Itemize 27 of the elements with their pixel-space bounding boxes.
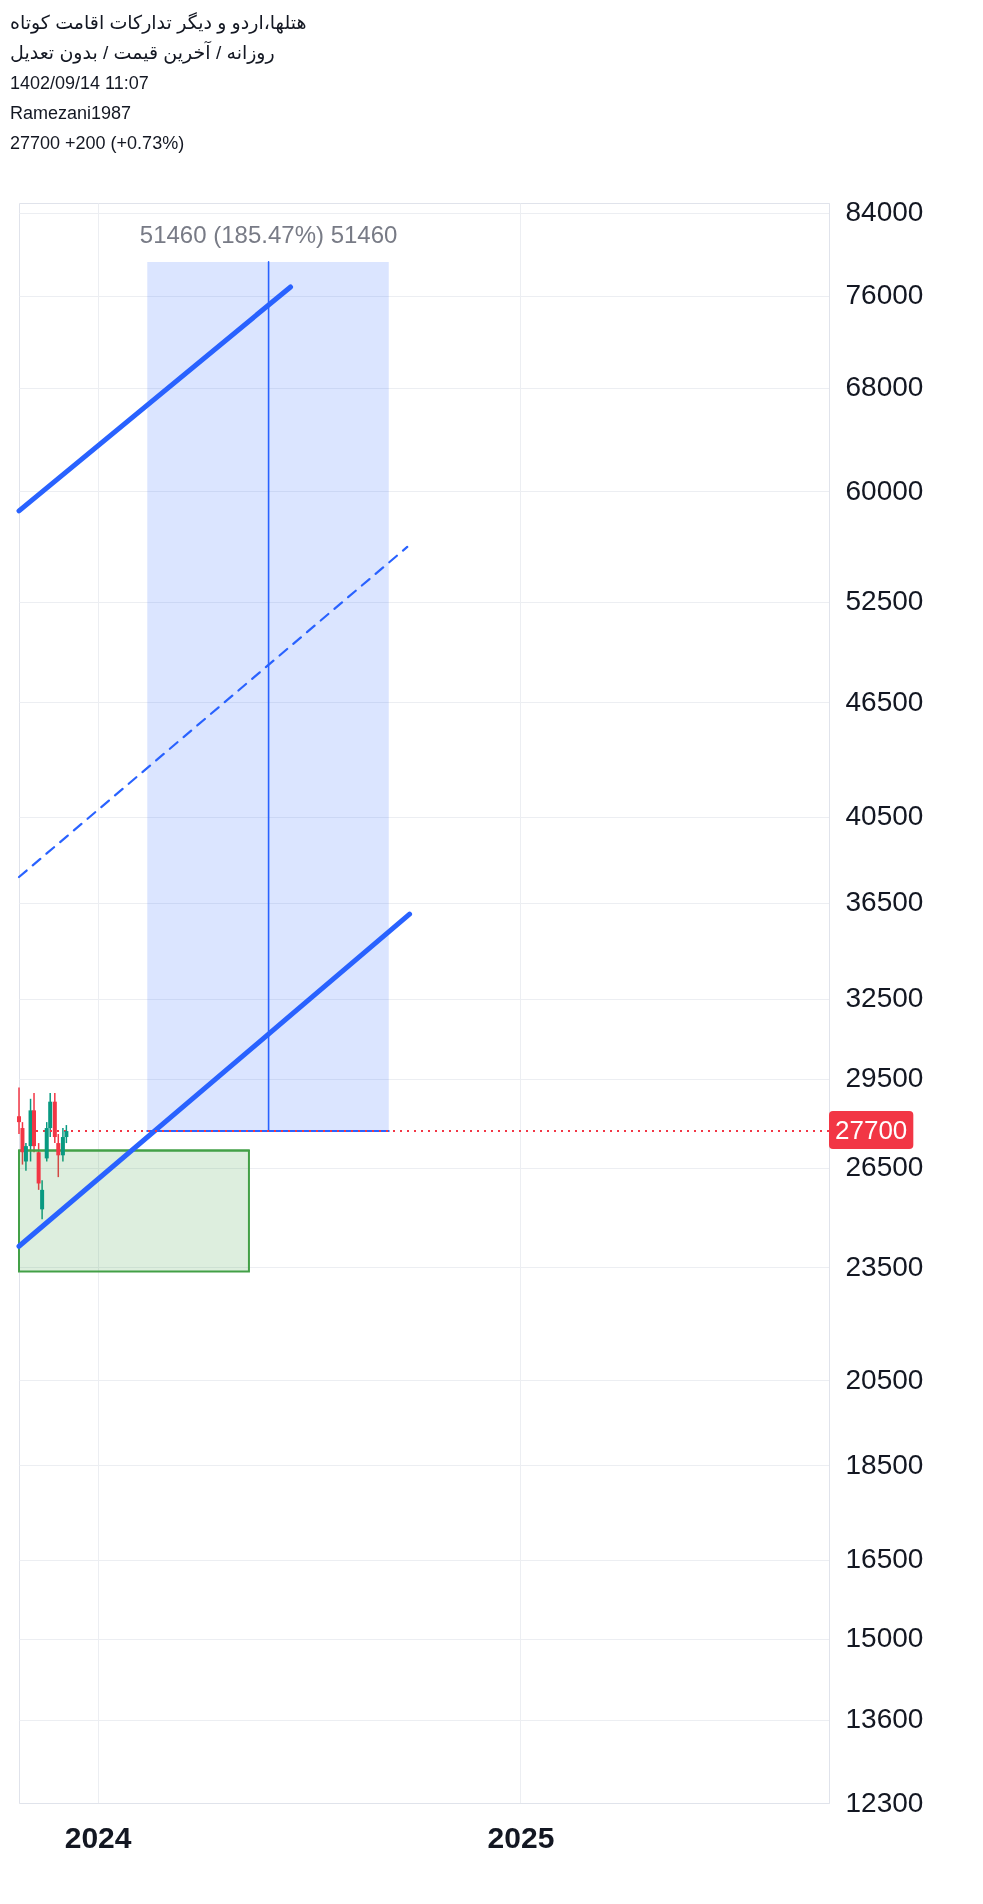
- text: 1402/09/14 11:07: [10, 72, 150, 95]
- y-tick-label: 84000: [845, 196, 924, 228]
- chart-title: هتلها،اردو و دیگر تدارکات اقامت کوتاه: [10, 11, 308, 36]
- ref-line-label: 27700: [835, 1115, 908, 1146]
- y-tick-label: 40500: [845, 800, 924, 832]
- y-tick-label: 26500: [845, 1151, 924, 1183]
- y-tick-label: 23500: [845, 1250, 924, 1282]
- x-tick-label: 2025: [487, 1820, 555, 1854]
- y-tick-label: 16500: [845, 1543, 924, 1575]
- annotation: 51460 (185.47%) 51460: [139, 220, 398, 248]
- text: Ramezani1987: [10, 102, 133, 125]
- y-tick-label: 20500: [845, 1363, 924, 1395]
- y-tick-label: 32500: [845, 982, 924, 1014]
- y-tick-label: 13600: [845, 1703, 924, 1735]
- y-tick-label: 60000: [845, 474, 924, 506]
- y-tick-label: 15000: [845, 1622, 924, 1654]
- y-tick-label: 18500: [845, 1448, 924, 1480]
- y-tick-label: 29500: [845, 1062, 924, 1094]
- y-tick-label: 36500: [845, 886, 924, 918]
- y-tick-label: 12300: [845, 1786, 924, 1818]
- y-tick-label: 46500: [845, 685, 924, 717]
- y-tick-label: 52500: [845, 585, 924, 617]
- text: 27700 +200 (+0.73%): [10, 132, 186, 155]
- y-tick-label: 68000: [845, 371, 924, 403]
- chart-subtitle: روزانه / آخرین قیمت / بدون تعدیل: [10, 40, 276, 66]
- x-tick-label: 2024: [64, 1820, 132, 1854]
- y-tick-label: 76000: [845, 279, 924, 311]
